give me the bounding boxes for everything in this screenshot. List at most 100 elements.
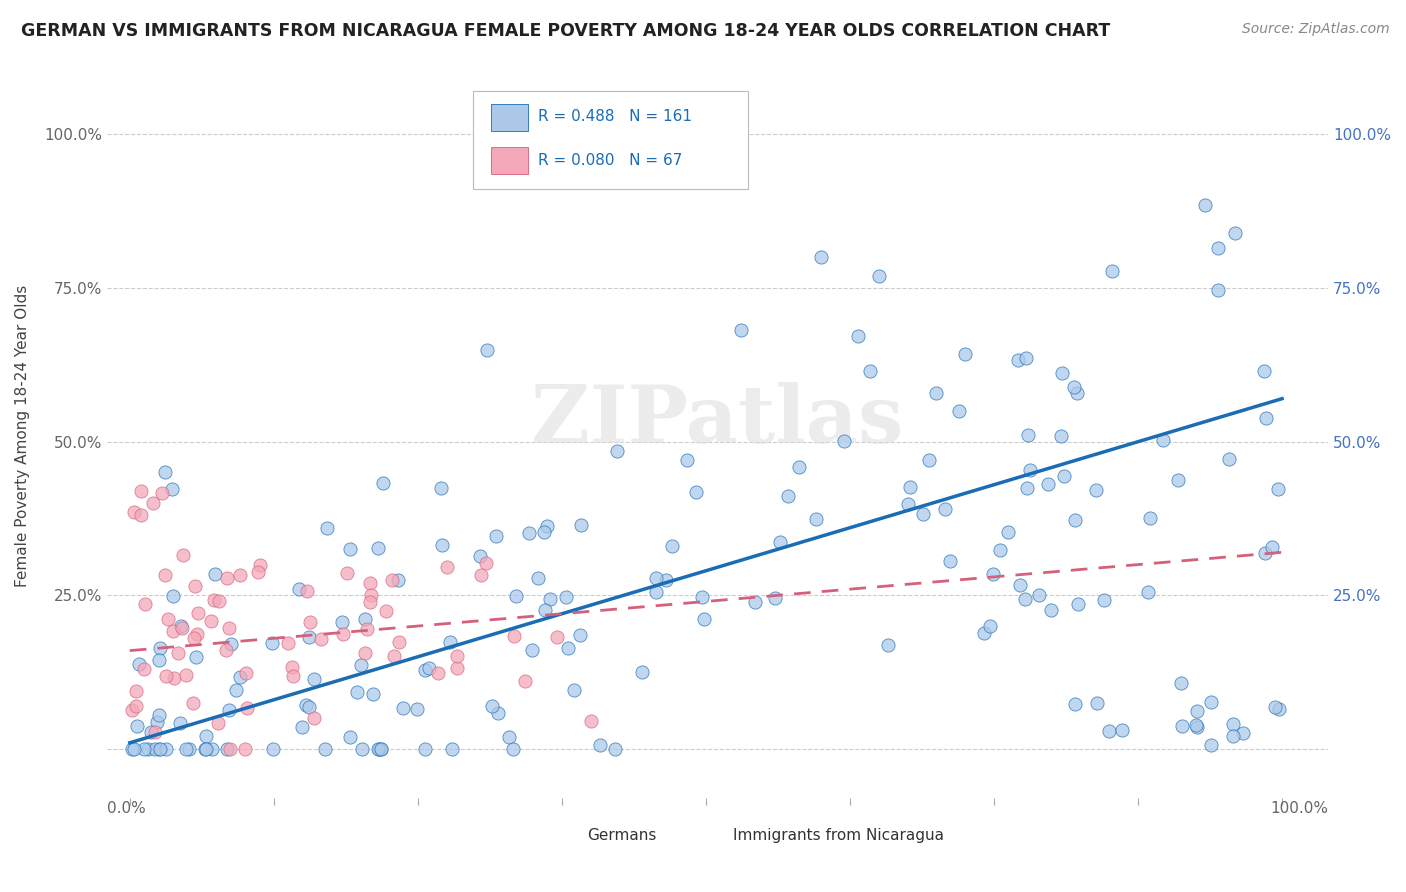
Point bbox=[359, 595, 381, 609]
Point bbox=[315, 521, 337, 535]
Point bbox=[918, 452, 941, 467]
Point bbox=[832, 434, 855, 449]
Point bbox=[1017, 428, 1039, 442]
Point bbox=[382, 648, 405, 663]
Point bbox=[132, 662, 155, 676]
Point bbox=[149, 641, 172, 656]
Point bbox=[371, 475, 394, 490]
Point bbox=[997, 525, 1019, 540]
Point bbox=[603, 742, 626, 756]
Point bbox=[1019, 463, 1042, 477]
Point bbox=[162, 589, 184, 603]
Point bbox=[502, 742, 524, 756]
FancyBboxPatch shape bbox=[474, 91, 748, 189]
Text: 100.0%: 100.0% bbox=[1270, 801, 1329, 816]
Point bbox=[1171, 719, 1194, 733]
Point bbox=[1010, 578, 1032, 592]
Point bbox=[1066, 598, 1088, 612]
Point bbox=[426, 665, 449, 680]
Point bbox=[184, 578, 207, 592]
Point bbox=[787, 460, 810, 475]
Point bbox=[562, 682, 585, 697]
Point bbox=[122, 505, 145, 519]
Point bbox=[1264, 700, 1286, 714]
Point bbox=[1194, 197, 1216, 211]
Point bbox=[367, 541, 389, 556]
Point bbox=[350, 658, 373, 673]
Point bbox=[375, 604, 398, 618]
Point bbox=[579, 714, 602, 729]
Point bbox=[1185, 704, 1208, 718]
Point bbox=[204, 566, 226, 581]
Text: GERMAN VS IMMIGRANTS FROM NICARAGUA FEMALE POVERTY AMONG 18-24 YEAR OLDS CORRELA: GERMAN VS IMMIGRANTS FROM NICARAGUA FEMA… bbox=[21, 22, 1111, 40]
Point bbox=[1050, 367, 1073, 381]
Point bbox=[183, 631, 205, 645]
Point bbox=[187, 606, 209, 620]
Point bbox=[606, 443, 628, 458]
Point bbox=[973, 626, 995, 640]
Point bbox=[155, 742, 177, 756]
Point bbox=[1199, 738, 1222, 752]
Point bbox=[297, 584, 319, 599]
Text: ZIPatlas: ZIPatlas bbox=[531, 382, 904, 460]
Point bbox=[481, 699, 503, 714]
Point bbox=[1254, 410, 1277, 425]
Point bbox=[181, 697, 204, 711]
Point bbox=[502, 629, 524, 643]
Point bbox=[1040, 603, 1063, 617]
Point bbox=[1185, 718, 1208, 732]
Text: Germans: Germans bbox=[586, 829, 657, 843]
Point bbox=[229, 567, 252, 582]
Point bbox=[172, 549, 194, 563]
Point bbox=[505, 589, 527, 603]
Point bbox=[534, 603, 557, 617]
Point bbox=[654, 573, 676, 587]
Point bbox=[1254, 546, 1277, 560]
Point bbox=[148, 742, 170, 756]
Point bbox=[169, 715, 191, 730]
Point bbox=[1136, 584, 1159, 599]
Point bbox=[413, 664, 436, 678]
Point bbox=[134, 742, 156, 756]
Point bbox=[174, 667, 197, 681]
Point bbox=[128, 657, 150, 671]
Point bbox=[225, 683, 247, 698]
Point bbox=[370, 742, 392, 756]
Point bbox=[218, 742, 240, 756]
Point bbox=[277, 635, 299, 649]
Point bbox=[330, 615, 353, 629]
Point bbox=[170, 619, 193, 633]
Point bbox=[876, 638, 898, 652]
Point bbox=[304, 672, 326, 686]
Point bbox=[939, 554, 962, 568]
Point bbox=[988, 543, 1011, 558]
Point bbox=[1097, 723, 1119, 738]
Point bbox=[201, 742, 224, 756]
Point bbox=[1014, 591, 1036, 606]
Point bbox=[538, 592, 561, 607]
Point bbox=[685, 484, 707, 499]
Point bbox=[142, 496, 165, 510]
Point bbox=[1017, 481, 1039, 495]
Point bbox=[194, 742, 217, 756]
Point bbox=[125, 699, 148, 714]
Point bbox=[202, 593, 225, 607]
Bar bbox=[492, 147, 529, 175]
Bar bbox=[492, 103, 529, 131]
Point bbox=[217, 742, 239, 756]
Point bbox=[217, 571, 239, 585]
Point bbox=[260, 635, 283, 649]
Point bbox=[1267, 702, 1289, 716]
Point bbox=[1261, 541, 1284, 555]
Point bbox=[281, 669, 304, 683]
Point bbox=[367, 742, 389, 756]
Point bbox=[979, 619, 1001, 633]
Point bbox=[470, 568, 492, 582]
Point bbox=[162, 624, 184, 638]
Point bbox=[153, 465, 176, 479]
Point bbox=[934, 502, 956, 516]
Point bbox=[122, 742, 145, 756]
Point bbox=[134, 597, 156, 611]
Point bbox=[291, 720, 314, 734]
Point bbox=[131, 508, 153, 523]
